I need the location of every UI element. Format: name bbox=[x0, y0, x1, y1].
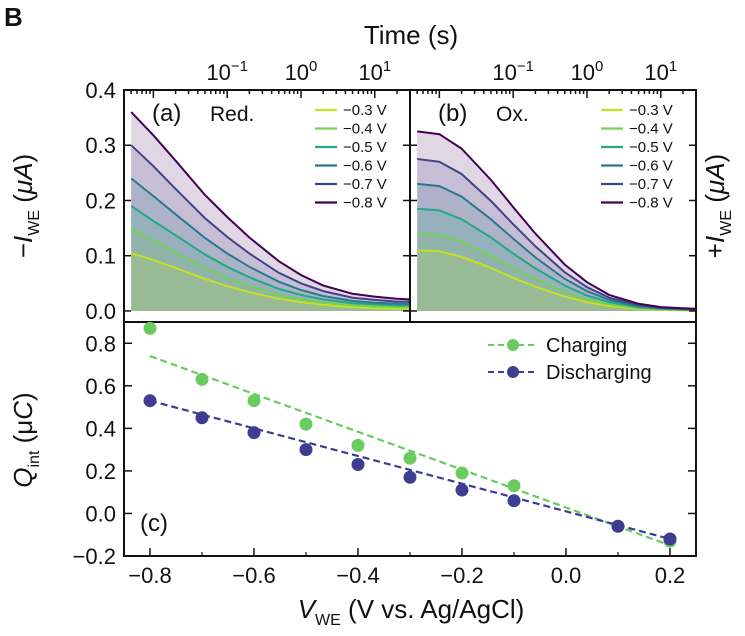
data-point-discharging bbox=[351, 458, 365, 472]
area-fill--0.5 V bbox=[417, 208, 696, 311]
area-fill--0.4 V bbox=[131, 228, 410, 311]
data-point-discharging bbox=[247, 426, 261, 440]
data-point-charging bbox=[507, 479, 521, 493]
x-tick-label: −0.8 bbox=[128, 563, 171, 588]
legend-label: −0.5 V bbox=[629, 139, 673, 156]
legend-label: −0.8 V bbox=[629, 195, 673, 212]
legend-label: −0.7 V bbox=[629, 176, 673, 193]
panel-frame bbox=[123, 321, 697, 557]
panel-c: −0.8 −0.6 −0.4 −0.2 0.0 0.2 −0.2 0.0 0.2 0.4 0.6 0.… bbox=[73, 321, 697, 588]
x-tick-label: −0.6 bbox=[232, 563, 275, 588]
legend-label: Discharging bbox=[546, 362, 652, 384]
legend-label: Charging bbox=[546, 335, 627, 357]
top-tick-label: 10−1 bbox=[492, 58, 534, 85]
y-tick-label: −0.2 bbox=[73, 544, 116, 569]
top-tick-label: 100 bbox=[285, 58, 318, 85]
legend-label: −0.6 V bbox=[343, 158, 387, 175]
series-line--0.7 V bbox=[130, 144, 410, 303]
panel-label: (c) bbox=[140, 510, 168, 537]
data-point-discharging bbox=[663, 532, 677, 546]
series-line--0.4 V bbox=[130, 227, 410, 309]
legend-label: −0.4 V bbox=[629, 121, 673, 138]
legend-label: −0.8 V bbox=[343, 195, 387, 212]
series-line--0.6 V bbox=[130, 177, 410, 305]
legend-label: −0.6 V bbox=[629, 158, 673, 175]
data-point-charging bbox=[455, 466, 469, 480]
data-point-charging bbox=[143, 321, 157, 335]
y-tick-label: 0.4 bbox=[85, 78, 116, 103]
series-line--0.3 V bbox=[130, 252, 410, 310]
series-line--0.8 V bbox=[130, 111, 410, 301]
x-tick-label: −0.2 bbox=[440, 563, 483, 588]
data-point-discharging bbox=[507, 494, 521, 508]
panel-label: (b) bbox=[438, 100, 467, 127]
left-y-axis-label: −IWE (μA) bbox=[8, 154, 43, 258]
data-point-charging bbox=[351, 438, 365, 452]
area-fill--0.7 V bbox=[131, 145, 410, 311]
plot-area bbox=[417, 130, 696, 312]
panel-b: (b) Ox. −0.3 V −0.4 V−0.5 V −0.6 V−0.7 V −0.8… bbox=[409, 89, 697, 323]
area-fill--0.4 V bbox=[417, 233, 696, 311]
y-tick-label: 0.2 bbox=[85, 188, 116, 213]
top-tick-label: 100 bbox=[571, 58, 604, 85]
panel-title: Red. bbox=[210, 103, 254, 126]
data-point-discharging bbox=[403, 470, 417, 484]
y-tick-label: 0.2 bbox=[85, 459, 116, 484]
legend-label: −0.3 V bbox=[629, 102, 673, 119]
voltage-x-axis-label: VWE (V vs. Ag/AgCl) bbox=[298, 594, 525, 629]
y-tick-label: 0.6 bbox=[85, 374, 116, 399]
data-point-charging bbox=[403, 451, 417, 465]
area-fill--0.6 V bbox=[417, 183, 696, 311]
data-point-discharging bbox=[143, 394, 157, 408]
top-tick-label: 10−1 bbox=[206, 58, 248, 85]
top-tick-label: 101 bbox=[358, 58, 391, 85]
x-tick-label: 0.0 bbox=[551, 563, 582, 588]
area-fill--0.3 V bbox=[417, 250, 696, 311]
top-axis-title: Time (s) bbox=[364, 20, 458, 50]
x-tick-label: −0.4 bbox=[336, 563, 379, 588]
legend-marker bbox=[507, 339, 519, 351]
legend-label: −0.5 V bbox=[343, 139, 387, 156]
x-tick-label: 0.2 bbox=[655, 563, 686, 588]
legend-label: −0.3 V bbox=[343, 102, 387, 119]
plot-area bbox=[130, 111, 410, 311]
panel-tag: B bbox=[4, 2, 23, 32]
data-point-charging bbox=[299, 417, 313, 431]
fit-line-discharging bbox=[149, 399, 671, 541]
series-line--0.8 V bbox=[417, 130, 696, 310]
data-point-discharging bbox=[299, 443, 313, 457]
data-point-charging bbox=[195, 372, 209, 386]
series-line--0.5 V bbox=[130, 205, 410, 307]
panel-label: (a) bbox=[152, 100, 181, 127]
legend-marker bbox=[507, 366, 519, 378]
data-point-charging bbox=[247, 394, 261, 408]
y-tick-label: 0.1 bbox=[85, 244, 116, 269]
top-axis-ticks: 10−1 100 101 10−1 100 101 bbox=[206, 58, 677, 85]
y-tick-label: 0.3 bbox=[85, 133, 116, 158]
top-tick-label: 101 bbox=[644, 58, 677, 85]
y-tick-label: 0.8 bbox=[85, 331, 116, 356]
y-tick-label: 0.4 bbox=[85, 416, 116, 441]
data-point-discharging bbox=[195, 411, 209, 425]
area-fill--0.5 V bbox=[131, 206, 410, 311]
fit-line-charging bbox=[149, 355, 671, 547]
right-y-axis-label: +IWE (μA) bbox=[700, 154, 735, 258]
legend-label: −0.7 V bbox=[343, 176, 387, 193]
area-fill--0.7 V bbox=[417, 159, 696, 311]
area-fill--0.8 V bbox=[131, 112, 410, 311]
panel-a: 0.0 0.1 0.2 0.3 0.4 (a) Red. −0.3 V −0.4 V−0.5 V… bbox=[85, 78, 411, 324]
data-point-discharging bbox=[611, 519, 625, 533]
area-fill--0.3 V bbox=[131, 253, 410, 311]
data-point-discharging bbox=[455, 483, 469, 497]
legend-label: −0.4 V bbox=[343, 121, 387, 138]
panel-title: Ox. bbox=[496, 103, 529, 126]
y-tick-label: 0.0 bbox=[85, 501, 116, 526]
y-tick-label: 0.0 bbox=[85, 299, 116, 324]
charge-y-axis-label: Qint (μC) bbox=[8, 392, 43, 487]
